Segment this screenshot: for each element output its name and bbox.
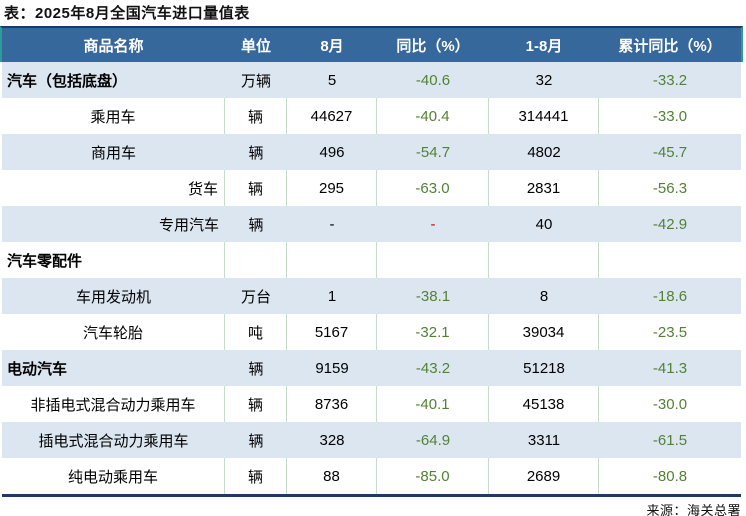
cell-unit: 辆 bbox=[225, 170, 287, 206]
cell-yoy-percent bbox=[377, 242, 489, 278]
cell-yoy-percent: -64.9 bbox=[415, 431, 451, 449]
cell-august-value: 1 bbox=[327, 287, 337, 305]
page-title: 表：2025年8月全国汽车进口量值表 bbox=[4, 5, 250, 22]
cell-product-name: 纯电动乘用车 bbox=[2, 458, 225, 494]
table-row: 车用发动机 万台 1 -38.1 8 -18.6 bbox=[2, 278, 741, 314]
header-cum-yoy-percent: 累计同比（%） bbox=[618, 37, 722, 55]
cell-unit: 辆 bbox=[225, 386, 287, 422]
table-row: 插电式混合动力乘用车 辆 328 -64.9 3311 -61.5 bbox=[2, 422, 741, 458]
cell-product-name: 货车 bbox=[2, 170, 225, 206]
cell-product-name: 专用汽车 bbox=[158, 216, 219, 234]
cell-cum-yoy-percent bbox=[599, 242, 741, 278]
cell-august-value: 5167 bbox=[287, 314, 377, 350]
import-table: 商品名称 单位 8月 同比（%） 1-8月 累计同比（%） 汽车（包括底盘） 万辆… bbox=[0, 26, 743, 497]
cell-product-name: 汽车轮胎 bbox=[2, 314, 225, 350]
cell-yoy-percent: -54.7 bbox=[415, 143, 451, 161]
cell-august-value: 328 bbox=[319, 431, 345, 449]
table-row: 汽车（包括底盘） 万辆 5 -40.6 32 -33.2 bbox=[2, 62, 741, 98]
cell-cum-yoy-percent: -18.6 bbox=[652, 287, 688, 305]
cell-cum-yoy-percent: -42.9 bbox=[652, 215, 688, 233]
cell-jan-aug-value: 4802 bbox=[527, 143, 561, 161]
cell-jan-aug-value bbox=[489, 242, 599, 278]
cell-product-name: 乘用车 bbox=[2, 98, 225, 134]
cell-august-value bbox=[287, 242, 377, 278]
cell-jan-aug-value: 3311 bbox=[527, 431, 561, 449]
table-row: 货车辆 295 -63.0 2831 -56.3 bbox=[2, 170, 741, 206]
table-row: 商用车 辆 496 -54.7 4802 -45.7 bbox=[2, 134, 741, 170]
cell-cum-yoy-percent: -45.7 bbox=[652, 143, 688, 161]
table-row: 纯电动乘用车辆 88 -85.0 2689 -80.8 bbox=[2, 458, 741, 494]
cell-august-value: 295 bbox=[287, 170, 377, 206]
cell-yoy-percent: - bbox=[430, 215, 436, 233]
cell-yoy-percent: -85.0 bbox=[377, 458, 489, 494]
cell-unit: 万辆 bbox=[240, 72, 271, 90]
cell-cum-yoy-percent: -30.0 bbox=[652, 395, 688, 413]
cell-jan-aug-value: 51218 bbox=[523, 359, 565, 377]
cell-jan-aug-value: 32 bbox=[535, 71, 553, 89]
table-header-row: 商品名称 单位 8月 同比（%） 1-8月 累计同比（%） bbox=[0, 26, 743, 62]
table-row: 乘用车辆 44627 -40.4 314441 -33.0 bbox=[2, 98, 741, 134]
table-row: 汽车零配件 bbox=[2, 242, 741, 278]
cell-unit: 吨 bbox=[225, 314, 287, 350]
table-row: 电动汽车 辆 9159 -43.2 51218 -41.3 bbox=[2, 350, 741, 386]
cell-yoy-percent: -40.6 bbox=[415, 71, 451, 89]
table-row: 专用汽车 辆 - - 40 -42.9 bbox=[2, 206, 741, 242]
cell-product-name: 商用车 bbox=[90, 144, 136, 162]
cell-august-value: 9159 bbox=[315, 359, 349, 377]
cell-jan-aug-value: 314441 bbox=[489, 98, 599, 134]
cell-product-name: 电动汽车 bbox=[7, 360, 68, 378]
cell-august-value: 5 bbox=[327, 71, 337, 89]
cell-product-name: 插电式混合动力乘用车 bbox=[38, 432, 189, 450]
header-unit: 单位 bbox=[240, 37, 271, 55]
cell-yoy-percent: -63.0 bbox=[377, 170, 489, 206]
cell-unit bbox=[225, 242, 287, 278]
cell-unit: 辆 bbox=[248, 144, 264, 162]
cell-cum-yoy-percent: -80.8 bbox=[652, 467, 688, 485]
header-yoy-percent: 同比（%） bbox=[396, 37, 470, 55]
table-body: 汽车（包括底盘） 万辆 5 -40.6 32 -33.2 乘用车辆 44627 -40.4 314… bbox=[2, 62, 741, 494]
cell-jan-aug-value: 45138 bbox=[489, 386, 599, 422]
cell-august-value: 44627 bbox=[287, 98, 377, 134]
cell-product-name: 非插电式混合动力乘用车 bbox=[2, 386, 225, 422]
cell-unit: 万台 bbox=[240, 288, 271, 306]
cell-cum-yoy-percent: -33.2 bbox=[652, 71, 688, 89]
header-jan-aug: 1-8月 bbox=[525, 37, 563, 55]
header-august: 8月 bbox=[320, 37, 344, 55]
cell-unit: 辆 bbox=[248, 432, 264, 450]
cell-cum-yoy-percent: -33.0 bbox=[652, 107, 688, 125]
cell-product-name: 汽车（包括底盘） bbox=[7, 72, 128, 90]
cell-cum-yoy-percent: -41.3 bbox=[652, 359, 688, 377]
cell-jan-aug-value: 8 bbox=[539, 287, 549, 305]
cell-yoy-percent: -32.1 bbox=[377, 314, 489, 350]
cell-jan-aug-value: 40 bbox=[535, 215, 553, 233]
cell-cum-yoy-percent: -61.5 bbox=[652, 431, 688, 449]
header-product-name: 商品名称 bbox=[83, 37, 144, 55]
cell-unit: 辆 bbox=[248, 216, 264, 234]
source-note: 来源：海关总署 bbox=[646, 503, 741, 516]
table-row: 非插电式混合动力乘用车辆 8736 -40.1 45138 -30.0 bbox=[2, 386, 741, 422]
cell-cum-yoy-percent: -56.3 bbox=[652, 179, 688, 197]
cell-cum-yoy-percent: -23.5 bbox=[652, 323, 688, 341]
cell-unit: 辆 bbox=[225, 458, 287, 494]
cell-august-value: 88 bbox=[287, 458, 377, 494]
cell-august-value: - bbox=[329, 215, 335, 233]
cell-yoy-percent: -43.2 bbox=[415, 359, 451, 377]
cell-unit: 辆 bbox=[248, 360, 264, 378]
cell-product-name: 车用发动机 bbox=[75, 288, 151, 306]
cell-unit: 辆 bbox=[225, 98, 287, 134]
cell-jan-aug-value: 2831 bbox=[489, 170, 599, 206]
cell-august-value: 8736 bbox=[287, 386, 377, 422]
table-row: 汽车轮胎吨 5167 -32.1 39034 -23.5 bbox=[2, 314, 741, 350]
cell-yoy-percent: -40.1 bbox=[377, 386, 489, 422]
cell-yoy-percent: -40.4 bbox=[377, 98, 489, 134]
cell-jan-aug-value: 39034 bbox=[489, 314, 599, 350]
cell-jan-aug-value: 2689 bbox=[489, 458, 599, 494]
cell-product-name: 汽车零配件 bbox=[2, 242, 225, 278]
cell-yoy-percent: -38.1 bbox=[415, 287, 451, 305]
cell-august-value: 496 bbox=[319, 143, 345, 161]
